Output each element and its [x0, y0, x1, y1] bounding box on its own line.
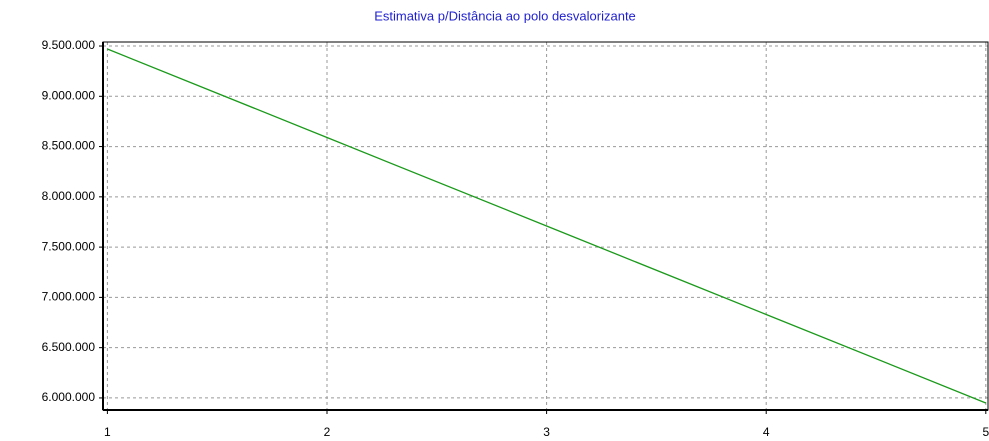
data-line: [107, 48, 987, 404]
y-tick-label: 9.500.000: [42, 38, 96, 52]
y-tick-label: 6.000.000: [42, 390, 96, 404]
x-tick-label: 1: [104, 425, 111, 439]
x-tick-label: 4: [763, 425, 770, 439]
y-tick-label: 7.000.000: [42, 290, 96, 304]
y-tick-label: 7.500.000: [42, 239, 96, 253]
y-tick-label: 9.000.000: [42, 88, 96, 102]
y-tick-label: 6.500.000: [42, 340, 96, 354]
y-tick-label: 8.000.000: [42, 189, 96, 203]
chart-title: Estimativa p/Distância ao polo desvalori…: [374, 8, 636, 23]
y-tick-label: 8.500.000: [42, 139, 96, 153]
x-tick-label: 5: [982, 425, 989, 439]
x-tick-label: 3: [543, 425, 550, 439]
x-tick-label: 2: [324, 425, 331, 439]
